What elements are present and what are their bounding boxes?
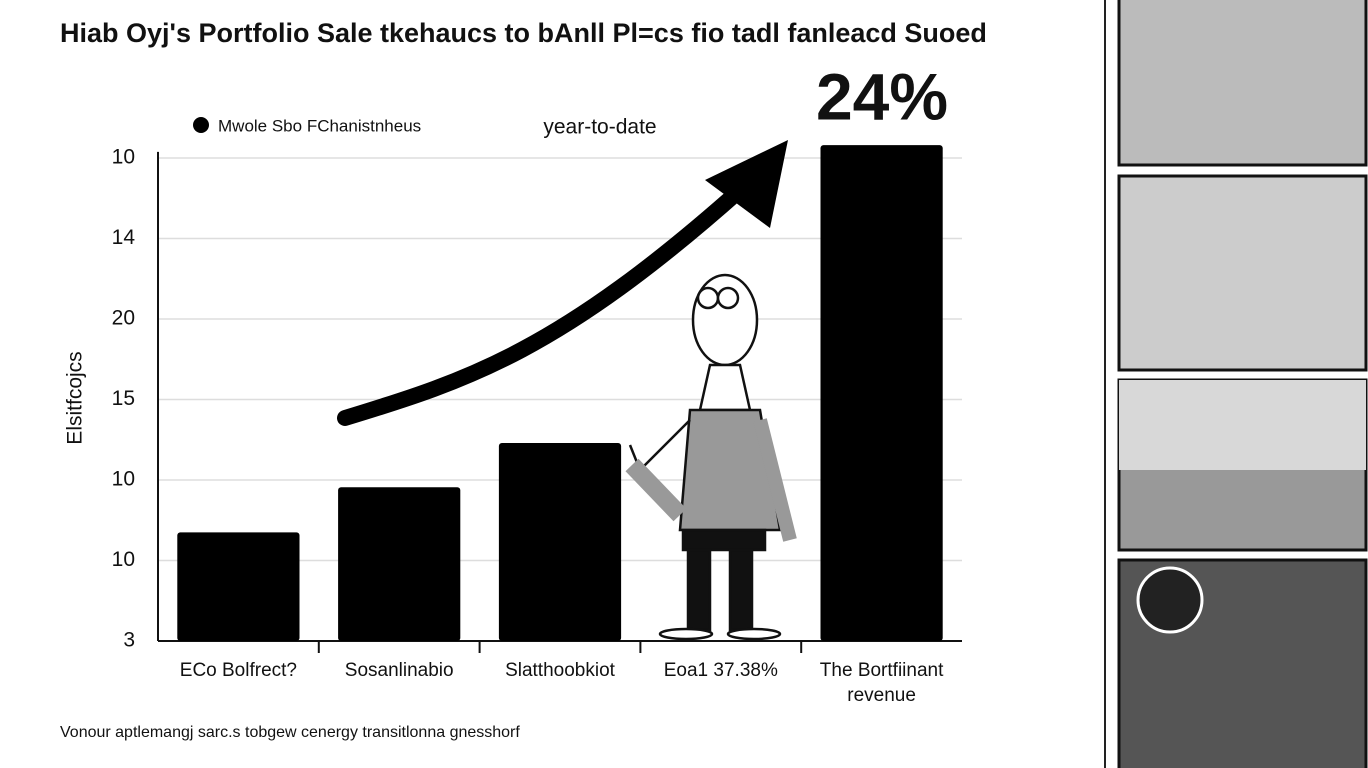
- annotation-value: 24%: [816, 59, 948, 133]
- footnote: Vonour aptlemangj sarc.s tobgew cenergy …: [60, 724, 520, 741]
- y-tick-label: 10: [112, 146, 135, 169]
- x-tick-label: The Bortfiinant revenue: [819, 660, 944, 706]
- annotation-period: year-to-date: [543, 116, 656, 139]
- arrow-head: [705, 140, 788, 228]
- y-tick-label: 3: [123, 629, 135, 652]
- chart-title: Hiab Oyj's Portfolio Sale tkehaucs to bA…: [60, 18, 987, 48]
- y-tick-label: 20: [112, 307, 135, 330]
- x-tick-label: ECo Bolfrect?: [179, 660, 297, 681]
- legend-swatch: [193, 117, 209, 133]
- y-axis-label: Elsitfcojcs: [64, 351, 87, 444]
- y-tick-label: 15: [112, 387, 135, 410]
- bar: [498, 442, 622, 641]
- x-tick-label: Eoa1 37.38%: [663, 660, 778, 681]
- plot-area: 3 10 10 15 20 14 10: [112, 145, 962, 653]
- comic-strip: [1104, 0, 1368, 768]
- x-tick-label: Sosanlinabio: [344, 660, 454, 681]
- bar: [820, 145, 943, 641]
- y-tick-label: 10: [112, 548, 135, 571]
- y-tick-label: 14: [112, 226, 136, 249]
- y-tick-label: 10: [112, 468, 135, 491]
- bar: [177, 532, 300, 641]
- bar: [338, 487, 461, 641]
- x-tick-label: Slatthoobkiot: [505, 660, 615, 681]
- trend-arrow: [337, 182, 748, 426]
- cartoon-figure: [625, 273, 797, 641]
- legend-label: Mwole Sbo FChanistnheus: [218, 116, 421, 135]
